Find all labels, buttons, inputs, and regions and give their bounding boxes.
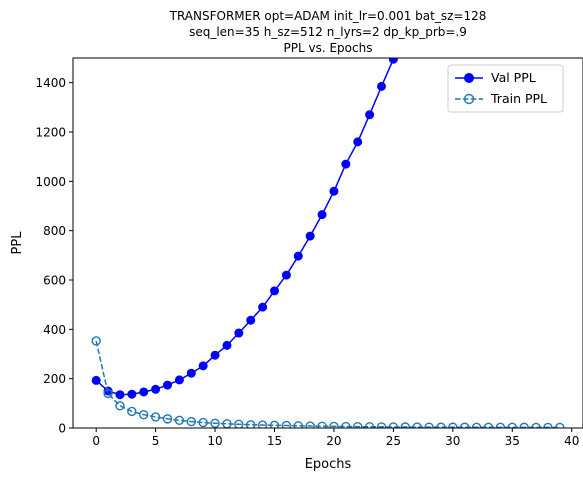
chart-title-line-1: TRANSFORMER opt=ADAM init_lr=0.001 bat_s… bbox=[169, 9, 487, 23]
chart-title-line-2: seq_len=35 h_sz=512 n_lyrs=2 dp_kp_prb=.… bbox=[189, 25, 467, 39]
data-point-train-ppl bbox=[150, 412, 161, 422]
plot-frame bbox=[72, 57, 583, 429]
series-line-train-ppl bbox=[95, 340, 560, 428]
legend-marker-val-ppl bbox=[464, 73, 474, 83]
data-point-train-ppl bbox=[471, 422, 482, 428]
y-tick-label: 800 bbox=[43, 224, 66, 238]
data-point-val-ppl bbox=[127, 389, 137, 399]
x-tick-label: 35 bbox=[505, 434, 520, 448]
data-point-val-ppl bbox=[293, 251, 303, 261]
data-point-train-ppl bbox=[400, 422, 410, 428]
data-point-train-ppl bbox=[507, 422, 517, 428]
y-tick-label: 0 bbox=[58, 422, 66, 436]
x-tick-label: 40 bbox=[564, 434, 579, 448]
data-point-train-ppl bbox=[329, 421, 339, 428]
data-point-train-ppl bbox=[293, 421, 303, 428]
data-point-train-ppl bbox=[376, 422, 387, 428]
y-tick-label: 1200 bbox=[35, 126, 66, 140]
data-point-train-ppl bbox=[436, 422, 446, 428]
x-tick-label: 10 bbox=[207, 434, 222, 448]
y-axis-label: PPL bbox=[10, 231, 25, 255]
data-point-train-ppl bbox=[198, 417, 208, 428]
data-point-val-ppl bbox=[246, 315, 256, 325]
data-point-val-ppl bbox=[174, 375, 184, 385]
series-line-val-ppl bbox=[95, 58, 395, 396]
data-point-train-ppl bbox=[127, 406, 137, 417]
data-point-val-ppl bbox=[139, 387, 149, 397]
data-point-train-ppl bbox=[388, 422, 399, 428]
data-point-train-ppl bbox=[162, 414, 173, 424]
data-point-val-ppl bbox=[163, 380, 173, 390]
y-tick-label: 400 bbox=[43, 323, 66, 337]
data-point-train-ppl bbox=[495, 422, 506, 428]
data-point-train-ppl bbox=[139, 409, 149, 420]
x-tick-label: 15 bbox=[267, 434, 282, 448]
y-tick-label: 1000 bbox=[35, 175, 66, 189]
data-point-train-ppl bbox=[234, 419, 244, 428]
x-tick-label: 25 bbox=[386, 434, 401, 448]
x-tick-label: 5 bbox=[152, 434, 160, 448]
data-point-val-ppl bbox=[377, 81, 386, 91]
data-point-train-ppl bbox=[412, 422, 422, 428]
data-point-val-ppl bbox=[210, 350, 220, 360]
data-point-val-ppl bbox=[365, 110, 375, 120]
y-tick-label: 200 bbox=[43, 372, 66, 386]
data-point-train-ppl bbox=[257, 420, 268, 428]
data-point-val-ppl bbox=[317, 210, 327, 220]
data-point-train-ppl bbox=[103, 388, 113, 399]
x-tick-label: 20 bbox=[326, 434, 341, 448]
data-point-val-ppl bbox=[388, 58, 398, 64]
data-point-train-ppl bbox=[483, 422, 494, 428]
data-point-train-ppl bbox=[531, 422, 541, 428]
data-point-train-ppl bbox=[174, 415, 185, 426]
x-tick-label: 30 bbox=[445, 434, 460, 448]
data-point-train-ppl bbox=[448, 422, 458, 428]
data-point-val-ppl bbox=[115, 390, 125, 400]
data-point-train-ppl bbox=[364, 422, 375, 428]
data-point-train-ppl bbox=[115, 401, 125, 411]
data-point-train-ppl bbox=[281, 420, 292, 428]
data-point-val-ppl bbox=[234, 328, 244, 338]
data-point-val-ppl bbox=[186, 368, 196, 378]
data-point-val-ppl bbox=[222, 340, 232, 350]
legend-label-val-ppl: Val PPL bbox=[491, 70, 536, 85]
plot-area bbox=[91, 58, 565, 428]
data-point-train-ppl bbox=[210, 418, 220, 428]
x-tick-label: 0 bbox=[92, 434, 100, 448]
axis-ticks: 0 5 10 15 20 25 30 35 40020040060080010001200140… bbox=[35, 76, 579, 448]
data-point-val-ppl bbox=[270, 286, 279, 296]
y-tick-label: 1400 bbox=[35, 76, 66, 90]
data-point-train-ppl bbox=[424, 422, 434, 428]
data-point-val-ppl bbox=[305, 231, 315, 241]
data-point-train-ppl bbox=[341, 421, 351, 428]
data-point-train-ppl bbox=[543, 422, 553, 428]
data-point-val-ppl bbox=[151, 384, 161, 394]
data-point-train-ppl bbox=[353, 421, 363, 428]
legend-box bbox=[447, 64, 564, 113]
data-point-val-ppl bbox=[91, 375, 101, 385]
data-point-train-ppl bbox=[460, 422, 470, 428]
legend-marker-train-ppl bbox=[463, 93, 475, 105]
data-point-val-ppl bbox=[329, 186, 339, 196]
data-point-train-ppl bbox=[305, 421, 315, 428]
data-point-val-ppl bbox=[341, 159, 351, 169]
data-point-val-ppl bbox=[198, 361, 208, 371]
data-point-train-ppl bbox=[519, 422, 529, 428]
legend-label-train-ppl: Train PPL bbox=[490, 91, 547, 106]
data-point-train-ppl bbox=[555, 422, 565, 428]
chart-title-line-3: PPL vs. Epochs bbox=[284, 41, 373, 55]
x-axis-label: Epochs bbox=[305, 457, 352, 472]
legend: Val PPL Train PPL bbox=[447, 64, 564, 113]
data-point-train-ppl bbox=[269, 420, 280, 428]
data-point-train-ppl bbox=[91, 336, 101, 346]
data-point-val-ppl bbox=[281, 270, 291, 280]
data-point-val-ppl bbox=[353, 137, 363, 147]
data-point-train-ppl bbox=[246, 420, 256, 428]
data-point-train-ppl bbox=[317, 421, 327, 428]
data-point-val-ppl bbox=[258, 302, 268, 312]
y-tick-label: 600 bbox=[43, 274, 66, 288]
data-point-train-ppl bbox=[186, 416, 196, 427]
